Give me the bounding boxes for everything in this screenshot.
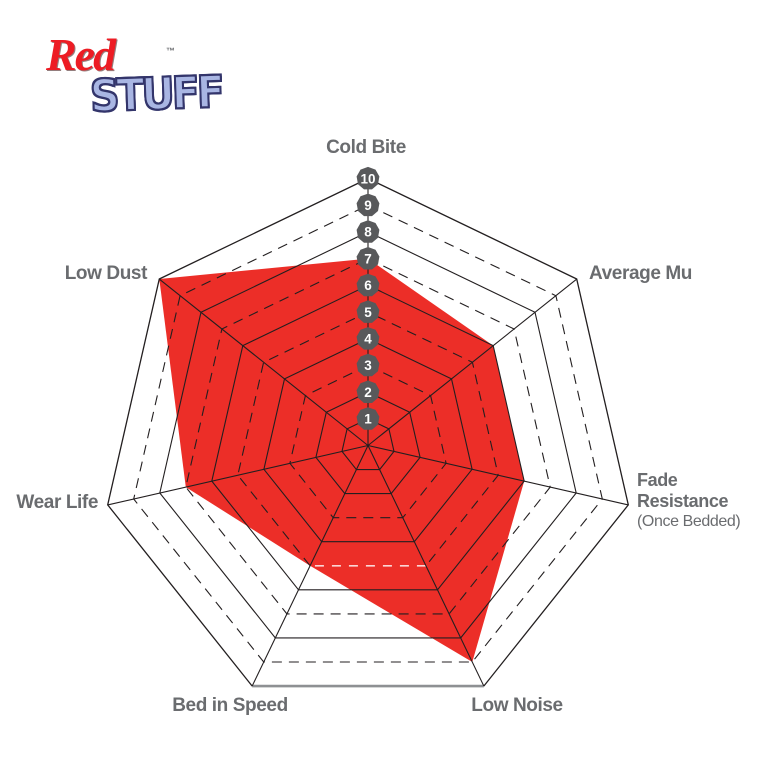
scale-badge-label: 4 xyxy=(364,332,372,347)
scale-badge-7 xyxy=(356,247,380,270)
axis-label-low-dust: Low Dust xyxy=(64,263,148,284)
grid-ring-9 xyxy=(133,204,603,663)
grid-ring-6 xyxy=(211,284,525,591)
brand-logo: STUFF Red ™ xyxy=(40,26,224,126)
scale-badge-5 xyxy=(356,300,380,323)
axis-spoke-5 xyxy=(107,444,369,506)
axis-spoke-6 xyxy=(158,278,369,446)
axis-label-low-noise: Low Noise xyxy=(471,695,563,716)
axis-spoke-2 xyxy=(367,444,629,506)
scale-badge-label: 5 xyxy=(364,305,372,320)
scale-badge-label: 3 xyxy=(364,358,372,373)
logo-red-text: Red xyxy=(46,29,116,80)
scale-badge-label: 10 xyxy=(360,171,375,186)
scale-badge-label: 9 xyxy=(364,198,372,213)
scale-badge-2 xyxy=(356,380,380,403)
axis-spoke-4 xyxy=(251,445,369,687)
axis-label-cold-bite: Cold Bite xyxy=(326,137,406,158)
scale-badge-label: 6 xyxy=(364,278,372,293)
grid-ring-8 xyxy=(159,231,577,639)
grid-ring-7 xyxy=(185,257,551,615)
grid-ring-2 xyxy=(315,391,421,495)
grid-ring-4 xyxy=(263,338,473,543)
scale-badge-10 xyxy=(356,166,380,190)
axis-label-fade-main: Fade Resistance xyxy=(637,470,729,511)
scale-badge-6 xyxy=(356,273,380,297)
scale-badge-3 xyxy=(356,353,380,377)
axis-label-average-mu: Average Mu xyxy=(589,263,692,284)
scale-badge-label: 8 xyxy=(364,225,372,240)
axis-label-fade-sub: (Once Bedded) xyxy=(637,513,741,530)
axis-spoke-1 xyxy=(367,278,578,446)
scale-badge-9 xyxy=(356,193,380,217)
scale-badge-4 xyxy=(356,327,380,350)
scale-badge-label: 1 xyxy=(364,412,372,427)
axis-label-wear-life: Wear Life xyxy=(16,492,98,513)
scale-badge-label: 2 xyxy=(364,385,372,400)
trademark-symbol: ™ xyxy=(166,46,175,56)
axis-label-bed-in-speed: Bed in Speed xyxy=(172,695,288,716)
data-polygon xyxy=(159,258,525,662)
scale-badge-8 xyxy=(356,220,380,243)
grid-ring-3 xyxy=(289,364,447,519)
scale-badge-1 xyxy=(356,407,380,430)
axis-label-fade-resistance: Fade Resistance (Once Bedded) xyxy=(637,470,741,532)
scale-badge-label: 7 xyxy=(364,251,372,266)
axis-spoke-3 xyxy=(367,445,485,687)
grid-ring-1 xyxy=(341,418,395,471)
